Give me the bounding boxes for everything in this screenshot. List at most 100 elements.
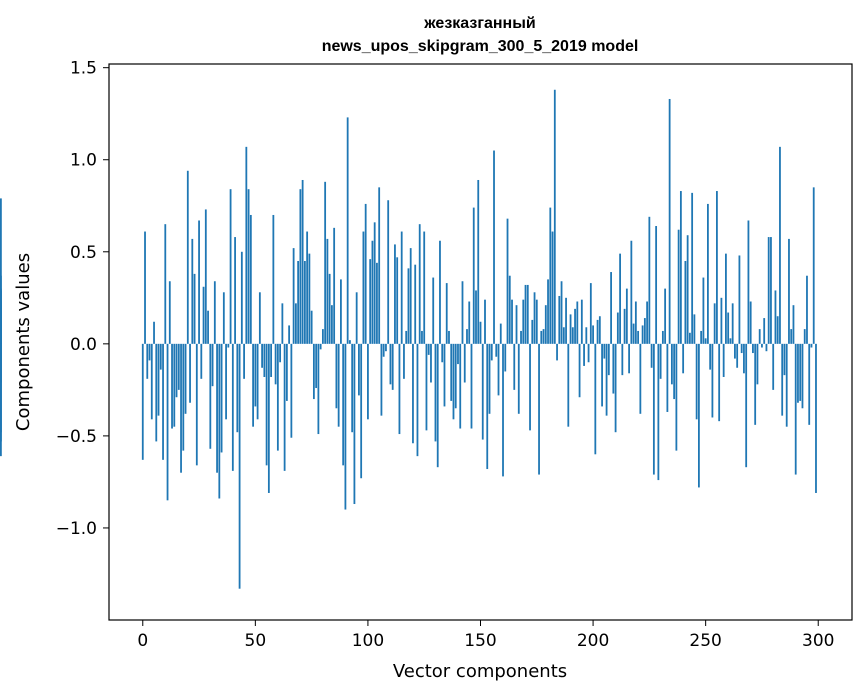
bar-88 [340, 279, 342, 344]
bar-40 [231, 343, 234, 471]
bar-38 [227, 343, 230, 348]
bar-113 [396, 257, 399, 344]
bar-96 [358, 343, 360, 396]
bar-257 [720, 297, 723, 344]
bar-210 [614, 343, 617, 433]
bar-17 [180, 343, 182, 473]
bar-169 [522, 299, 525, 344]
bar-225 [648, 216, 651, 344]
bar-166 [515, 305, 518, 344]
bar-116 [403, 343, 405, 379]
bar-122 [416, 343, 419, 457]
bar-110 [389, 343, 392, 385]
bar-16 [177, 343, 180, 390]
bar-171 [526, 284, 529, 344]
bar-94 [353, 343, 356, 505]
bar-126 [425, 343, 428, 431]
bar-165 [513, 343, 516, 390]
bar-279 [770, 237, 772, 344]
bar-64 [285, 343, 288, 401]
x-tick-label: 150 [464, 631, 496, 651]
bar-246 [695, 343, 698, 420]
bar-177 [540, 330, 543, 344]
bar-252 [709, 343, 712, 370]
bar-269 [747, 220, 750, 344]
bar-288 [790, 329, 793, 344]
bar-4 [150, 343, 153, 420]
bar-184 [556, 343, 558, 361]
bar-131 [436, 343, 439, 468]
bar-6 [155, 343, 158, 442]
bar-229 [657, 343, 660, 481]
bar-215 [625, 288, 628, 344]
bar-undefined [0, 198, 2, 344]
bar-296 [808, 343, 811, 425]
bar-98 [362, 231, 365, 344]
bar-89 [342, 343, 345, 466]
bar-267 [743, 343, 745, 374]
bar-202 [596, 319, 599, 344]
bar-286 [785, 343, 788, 427]
bar-167 [517, 343, 520, 414]
bar-7 [157, 343, 160, 416]
bar-160 [502, 343, 504, 477]
bar-197 [585, 327, 588, 344]
bar-289 [792, 305, 795, 344]
bar-56 [267, 343, 270, 493]
bar-18 [182, 343, 185, 451]
bar-undefined [0, 343, 2, 361]
bar-230 [659, 343, 662, 379]
bar-24 [195, 343, 198, 466]
bar-237 [675, 343, 678, 451]
bar-108 [385, 343, 387, 352]
x-axis-label: Vector components [393, 661, 567, 682]
bar-84 [331, 305, 333, 344]
bar-81 [324, 181, 327, 344]
bar-68 [294, 303, 297, 344]
chart-title-line1: жезказганный [423, 15, 535, 32]
bar-175 [535, 299, 538, 344]
bar-series [0, 89, 817, 589]
bar-19 [184, 343, 187, 414]
bar-256 [718, 343, 721, 422]
bar-147 [472, 207, 475, 344]
bar-199 [589, 283, 592, 344]
bar-244 [691, 192, 694, 344]
bar-20 [186, 170, 189, 344]
bar-95 [355, 292, 358, 344]
bar-149 [477, 179, 480, 344]
bar-105 [378, 187, 381, 344]
bar-146 [470, 343, 473, 429]
bar-29 [207, 310, 209, 344]
bar-281 [774, 290, 777, 344]
bar-294 [803, 329, 806, 344]
y-tick-label: −1.0 [56, 519, 97, 539]
bar-247 [698, 343, 700, 488]
x-tick-label: 300 [802, 631, 834, 651]
bar-205 [603, 343, 606, 359]
bar-191 [571, 327, 574, 344]
bar-9 [162, 343, 164, 460]
bar-86 [335, 343, 338, 409]
y-axis-label: Components values [13, 253, 34, 431]
bar-93 [351, 343, 354, 433]
bar-21 [189, 343, 191, 403]
bar-152 [484, 299, 486, 344]
bar-35 [220, 343, 223, 453]
bar-75 [310, 310, 313, 344]
bar-195 [580, 299, 583, 344]
bar-2 [146, 343, 149, 379]
bar-8 [159, 343, 162, 370]
bar-51 [256, 343, 259, 420]
bar-223 [643, 318, 646, 344]
bar-66 [290, 343, 293, 438]
bar-228 [655, 226, 658, 344]
bar-211 [616, 312, 619, 344]
bar-282 [776, 316, 779, 344]
bar-158 [497, 343, 500, 396]
bar-208 [610, 272, 612, 344]
bar-123 [418, 224, 421, 344]
bar-231 [661, 330, 664, 344]
bar-186 [560, 281, 563, 344]
bar-261 [729, 338, 732, 344]
